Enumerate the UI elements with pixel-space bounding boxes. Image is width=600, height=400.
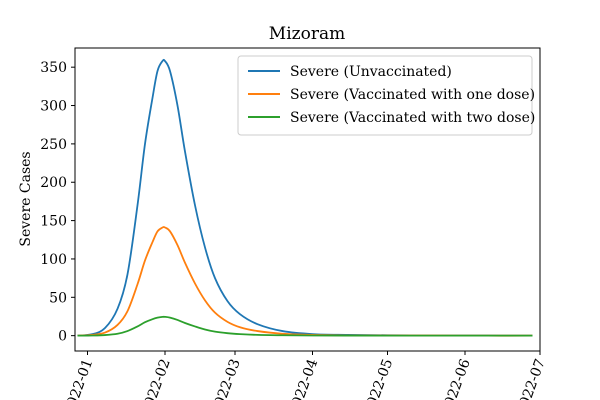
x-tick-label: 2022-07	[514, 357, 549, 400]
x-tick-label: 2022-01	[61, 357, 96, 400]
plot-frame	[74, 47, 541, 352]
legend-entry-3: Severe (Vaccinated with two dose)	[290, 110, 535, 126]
y-tick-label: 200	[40, 175, 67, 191]
x-tick-label: 2022-04	[286, 357, 321, 400]
x-tick-label: 2022-05	[361, 357, 396, 400]
chart-title: Mizoram	[269, 24, 345, 44]
x-tick-label: 2022-06	[439, 357, 474, 400]
legend-entry-1: Severe (Unvaccinated)	[290, 64, 452, 80]
y-tick-label: 150	[40, 214, 67, 230]
y-tick-label: 0	[58, 329, 67, 345]
y-tick-label: 350	[40, 60, 67, 76]
legend-box	[237, 55, 533, 136]
y-tick-label: 100	[40, 252, 67, 268]
plot-area: 0 50 100 150 200 250 300 350 2022-01 2022-02 2022-…	[40, 47, 549, 400]
series-line-2	[77, 226, 533, 337]
x-tick-label: 2022-02	[139, 357, 174, 400]
series-line-3	[77, 315, 533, 337]
y-tick-label: 300	[40, 99, 67, 115]
y-axis-label: Severe Cases	[18, 151, 34, 246]
y-tick-label: 250	[40, 137, 67, 153]
y-tick-label: 50	[49, 290, 67, 306]
legend-entry-2: Severe (Vaccinated with one dose)	[290, 87, 535, 103]
x-tick-label: 2022-03	[209, 357, 244, 400]
